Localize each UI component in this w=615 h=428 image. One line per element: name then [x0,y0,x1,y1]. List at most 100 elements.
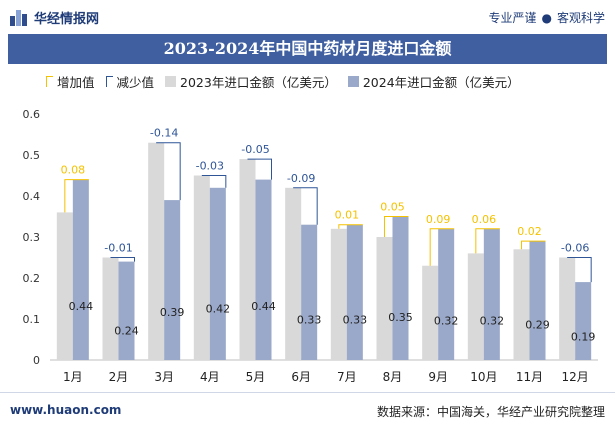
y-tick-label: 0.1 [23,313,41,326]
legend-item-2024: 2024年进口金额（亿美元） [347,72,520,91]
increase-marker [429,228,455,266]
x-tick-label: 1月 [63,370,83,384]
bar-chart: 0 0.1 0.2 0.3 0.4 0.5 0.6 0.08 0.44 1月 -0.01 0.24 2月… [23,108,598,384]
bar-2023 [239,159,256,360]
value-label-2024: 0.32 [480,315,505,328]
change-label: 0.06 [472,213,497,226]
bar-2023 [330,228,347,360]
bar-2024 [483,228,500,360]
chart-title: 2023-2024年中国中药材月度进口金额 [8,34,607,64]
x-tick-label: 7月 [337,370,357,384]
value-label-2024: 0.29 [525,318,550,331]
legend-item-2023: 2023年进口金额（亿美元） [165,72,337,91]
change-label: -0.06 [561,242,589,255]
decrease-marker [247,158,272,180]
change-label: 0.08 [61,164,86,177]
decrease-marker [110,257,135,262]
increase-marker [521,240,546,250]
y-tick-label: 0.6 [23,108,41,121]
tagline-separator: ● [541,11,552,25]
decrease-marker [567,257,592,283]
value-label-2024: 0.32 [434,315,459,328]
bar-2023 [513,249,530,360]
x-tick-label: 11月 [516,370,543,384]
increase-marker [338,224,363,229]
bar-2023 [56,212,73,360]
tagline-left: 专业严谨 [488,11,537,25]
value-label-2024: 0.39 [160,306,185,319]
bar-2023 [285,187,302,360]
decrease-legend-icon [105,76,113,87]
tagline: 专业严谨 ● 客观科学 [488,9,605,26]
legend-label-decrease: 减少值 [116,75,155,90]
x-tick-label: 9月 [428,370,448,384]
y-tick-label: 0.2 [23,272,41,285]
brand-name: 华经情报网 [34,12,100,27]
change-label: -0.01 [104,242,132,255]
value-label-2024: 0.33 [343,313,368,326]
value-label-2024: 0.44 [69,300,94,313]
bar-2023 [376,237,393,360]
bar-2024 [392,216,409,360]
bar-2024 [438,228,455,360]
bar-2024 [72,179,89,360]
x-tick-label: 3月 [154,370,174,384]
chart-legend: 增加值 减少值 2023年进口金额（亿美元） 2024年进口金额（亿美元） [46,72,531,91]
bar-2024 [575,282,592,360]
decrease-marker [293,187,318,225]
x-tick-label: 12月 [562,370,589,384]
x-tick-label: 10月 [470,370,497,384]
bar-2023 [467,253,484,360]
legend-label-2024: 2024年进口金额（亿美元） [362,75,520,90]
legend-item-decrease: 减少值 [105,72,155,91]
decrease-marker [156,142,181,201]
brand[interactable]: 华经情报网 [10,8,99,27]
value-label-2024: 0.24 [114,324,139,337]
x-tick-label: 6月 [291,370,311,384]
x-tick-label: 2月 [109,370,129,384]
change-label: -0.09 [287,172,315,185]
change-label: -0.14 [150,127,178,140]
change-label: 0.09 [426,213,451,226]
series-2023-swatch [165,76,177,87]
decrease-marker [201,175,227,188]
x-tick-label: 4月 [200,370,220,384]
footer-source: 数据来源：中国海关，华经产业研究院整理 [376,405,605,419]
change-label: 0.01 [335,209,360,222]
value-label-2024: 0.19 [571,331,596,344]
legend-item-increase: 增加值 [46,72,95,91]
y-tick-label: 0.4 [23,190,41,203]
header-bar: 华经情报网 专业严谨 ● 客观科学 [0,0,615,34]
footer: www.huaon.com 数据来源：中国海关，华经产业研究院整理 [0,392,615,428]
bar-2023 [559,257,576,360]
brand-logo-icon [10,9,28,26]
value-label-2024: 0.33 [297,313,322,326]
x-tick-label: 5月 [246,370,266,384]
x-tick-label: 8月 [383,370,403,384]
increase-marker [64,179,89,213]
tagline-right: 客观科学 [556,11,605,25]
bar-2024 [164,200,181,360]
footer-website-link[interactable]: www.huaon.com [10,403,122,417]
legend-label-2023: 2023年进口金额（亿美元） [180,75,337,90]
increase-legend-icon [46,76,53,87]
bar-2024 [346,224,363,360]
bar-2023 [148,142,165,360]
change-label: -0.05 [241,143,269,156]
y-tick-label: 0.5 [23,149,41,162]
value-label-2024: 0.44 [251,300,276,313]
change-label: -0.03 [196,160,224,173]
bar-2023 [422,265,439,360]
bar-2024 [118,261,135,360]
bar-2023 [193,175,210,360]
bar-2024 [301,224,318,360]
increase-marker [384,216,409,237]
y-tick-label: 0.3 [23,231,41,244]
increase-marker [475,228,500,254]
bar-2024 [529,241,546,360]
value-label-2024: 0.42 [206,302,231,315]
y-tick-label: 0 [33,354,40,367]
bar-2023 [102,257,119,360]
bar-2024 [209,187,226,360]
series-2024-swatch [347,76,359,87]
